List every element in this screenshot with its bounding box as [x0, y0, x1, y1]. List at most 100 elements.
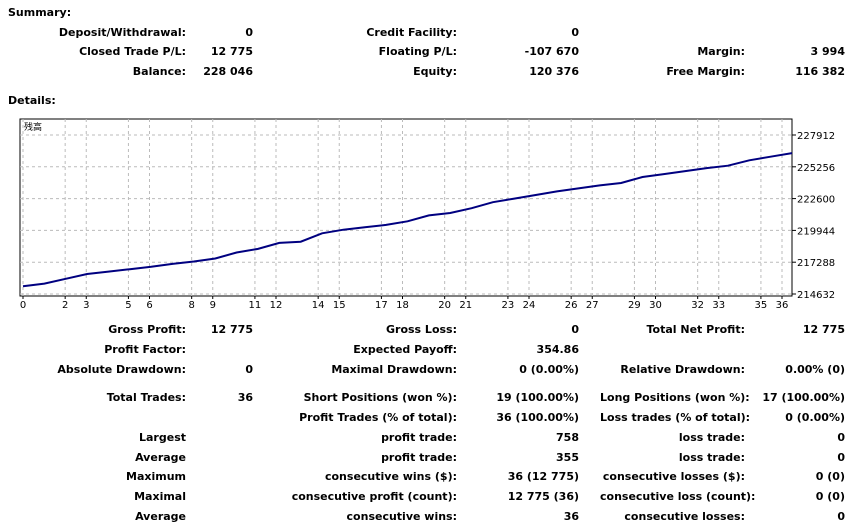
- expected-payoff-value: 354.86: [536, 343, 579, 356]
- deposit-value: 0: [245, 26, 253, 39]
- y-tick-label: 225256: [797, 163, 835, 174]
- maximal-label: Maximal: [134, 490, 186, 503]
- average-profit-value: 355: [556, 451, 579, 464]
- x-tick-label: 5: [125, 300, 131, 311]
- summary-heading: Summary:: [8, 6, 72, 19]
- free-margin-label: Free Margin:: [666, 65, 745, 78]
- x-tick-label: 32: [691, 300, 704, 311]
- margin-value: 3 994: [810, 45, 845, 58]
- max-consecutive-wins-value: 36 (12 775): [507, 470, 579, 483]
- largest-loss-value: 0: [837, 431, 845, 444]
- max-consecutive-wins-label: consecutive wins ($):: [324, 470, 457, 483]
- maximal-consecutive-profit-value: 12 775 (36): [507, 490, 579, 503]
- gross-profit-label: Gross Profit:: [108, 323, 186, 336]
- y-tick-label: 217288: [797, 258, 835, 269]
- equity-label: Equity:: [413, 65, 457, 78]
- rel-drawdown-value: 0.00% (0): [785, 363, 845, 376]
- x-tick-label: 6: [146, 300, 152, 311]
- x-tick-label: 9: [210, 300, 216, 311]
- balance-label: Balance:: [132, 65, 186, 78]
- x-tick-label: 2: [62, 300, 68, 311]
- x-tick-label: 26: [565, 300, 578, 311]
- x-tick-label: 36: [776, 300, 789, 311]
- margin-label: Margin:: [697, 45, 745, 58]
- short-positions-value: 19 (100.00%): [496, 391, 579, 404]
- x-tick-label: 0: [20, 300, 26, 311]
- avg-consecutive-wins-label: consecutive wins:: [346, 510, 457, 523]
- total-trades-label: Total Trades:: [106, 391, 186, 404]
- closed-pl-label: Closed Trade P/L:: [79, 45, 186, 58]
- net-profit-value: 12 775: [802, 323, 845, 336]
- loss-trades-label: Loss trades (% of total):: [600, 411, 751, 424]
- profit-trades-value: 36 (100.00%): [496, 411, 579, 424]
- y-tick-label: 222600: [797, 195, 835, 206]
- largest-loss-label: loss trade:: [678, 431, 745, 444]
- max-consecutive-losses-value: 0 (0): [815, 470, 845, 483]
- gross-loss-label: Gross Loss:: [386, 323, 457, 336]
- x-tick-label: 33: [712, 300, 725, 311]
- abs-drawdown-value: 0: [245, 363, 253, 376]
- max-consecutive-losses-label: consecutive losses ($):: [602, 470, 745, 483]
- profit-factor-label: Profit Factor:: [104, 343, 186, 356]
- total-trades-value: 36: [237, 391, 253, 404]
- balance-value: 228 046: [203, 65, 253, 78]
- x-tick-label: 23: [502, 300, 515, 311]
- average-label: Average: [135, 451, 186, 464]
- net-profit-label: Total Net Profit:: [646, 323, 746, 336]
- closed-pl-value: 12 775: [210, 45, 253, 58]
- maximum-label: Maximum: [126, 470, 186, 483]
- floating-pl-value: -107 670: [524, 45, 579, 58]
- avg-consecutive-losses-label: consecutive losses:: [624, 510, 745, 523]
- y-tick-label: 214632: [797, 290, 835, 301]
- average2-label: Average: [135, 510, 186, 523]
- equity-value: 120 376: [529, 65, 579, 78]
- x-tick-label: 17: [375, 300, 388, 311]
- largest-profit-value: 758: [556, 431, 579, 444]
- maximal-consecutive-profit-label: consecutive profit (count):: [291, 490, 457, 503]
- floating-pl-label: Floating P/L:: [378, 45, 457, 58]
- maximal-consecutive-loss-label: consecutive loss (count):: [600, 490, 756, 503]
- maximal-consecutive-loss-value: 0 (0): [815, 490, 845, 503]
- x-tick-label: 24: [523, 300, 536, 311]
- average-loss-label: loss trade:: [678, 451, 745, 464]
- gross-profit-value: 12 775: [210, 323, 253, 336]
- deposit-label: Deposit/Withdrawal:: [58, 26, 186, 39]
- x-tick-label: 3: [83, 300, 89, 311]
- profit-trades-label: Profit Trades (% of total):: [299, 411, 457, 424]
- max-drawdown-value: 0 (0.00%): [519, 363, 579, 376]
- credit-value: 0: [571, 26, 579, 39]
- expected-payoff-label: Expected Payoff:: [353, 343, 457, 356]
- gross-loss-value: 0: [571, 323, 579, 336]
- balance-line: [22, 152, 793, 288]
- long-positions-value: 17 (100.00%): [762, 391, 845, 404]
- x-tick-label: 20: [438, 300, 451, 311]
- x-tick-label: 8: [188, 300, 194, 311]
- average-loss-value: 0: [837, 451, 845, 464]
- y-tick-label: 219944: [797, 226, 835, 237]
- x-tick-label: 15: [333, 300, 346, 311]
- rel-drawdown-label: Relative Drawdown:: [620, 363, 745, 376]
- short-positions-label: Short Positions (won %):: [303, 391, 457, 404]
- abs-drawdown-label: Absolute Drawdown:: [57, 363, 186, 376]
- avg-consecutive-losses-value: 0: [837, 510, 845, 523]
- x-tick-label: 12: [270, 300, 283, 311]
- loss-trades-value: 0 (0.00%): [785, 411, 845, 424]
- x-tick-label: 14: [312, 300, 325, 311]
- x-tick-label: 27: [586, 300, 599, 311]
- largest-profit-label: profit trade:: [381, 431, 457, 444]
- y-tick-label: 227912: [797, 131, 835, 142]
- x-tick-label: 21: [459, 300, 472, 311]
- largest-label: Largest: [139, 431, 186, 444]
- x-tick-label: 29: [628, 300, 641, 311]
- avg-consecutive-wins-value: 36: [563, 510, 579, 523]
- x-tick-label: 18: [396, 300, 409, 311]
- free-margin-value: 116 382: [795, 65, 845, 78]
- chart-corner-label: 残高: [24, 121, 42, 133]
- average-profit-label: profit trade:: [381, 451, 457, 464]
- x-tick-label: 35: [755, 300, 768, 311]
- credit-label: Credit Facility:: [366, 26, 457, 39]
- x-tick-label: 11: [249, 300, 262, 311]
- details-heading: Details:: [8, 94, 56, 107]
- x-tick-label: 30: [649, 300, 662, 311]
